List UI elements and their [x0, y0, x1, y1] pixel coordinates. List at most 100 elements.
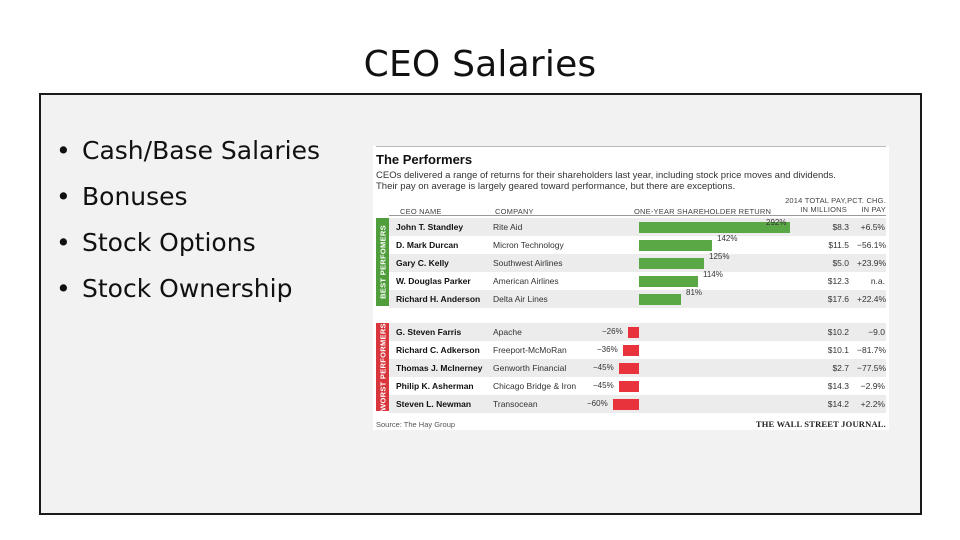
worst-performers-label: WORST PERFORMERS [378, 323, 387, 411]
company-name: American Airlines [493, 276, 559, 286]
bullet-item: • Cash/Base Salaries [56, 128, 320, 174]
return-label: 125% [709, 252, 730, 261]
pay-change: +6.5% [860, 222, 885, 232]
table-subtitle: CEOs delivered a range of returns for th… [376, 170, 876, 192]
return-bar [613, 399, 639, 410]
header-company: COMPANY [495, 207, 534, 216]
ceo-name: Philip K. Asherman [396, 381, 474, 391]
return-bar [639, 258, 704, 269]
ceo-name: Richard H. Anderson [396, 294, 481, 304]
return-label: −45% [593, 363, 614, 372]
return-label: 81% [686, 288, 703, 297]
return-bar [623, 345, 639, 356]
return-bar [619, 363, 639, 374]
return-label: 114% [703, 270, 723, 279]
return-bar [639, 276, 698, 287]
table-row: Steven L. Newman Transocean −60% $14.2 +2.2% [389, 395, 886, 413]
total-pay: $12.3 [827, 276, 849, 286]
return-bar [628, 327, 639, 338]
header-chg: PCT. CHG. IN PAY [843, 196, 886, 214]
return-label: −60% [587, 399, 608, 408]
source-note: Source: The Hay Group [376, 420, 456, 429]
company-name: Transocean [493, 399, 538, 409]
ceo-name: Gary C. Kelly [396, 258, 449, 268]
best-performers-label: BEST PERFOMERS [378, 225, 387, 299]
total-pay: $2.7 [832, 363, 849, 373]
wsj-masthead: THE WALL STREET JOURNAL. [755, 419, 886, 429]
bullet-dot: • [56, 274, 71, 303]
pay-change: +2.2% [860, 399, 885, 409]
bullet-item: • Bonuses [56, 174, 320, 220]
total-pay: $5.0 [832, 258, 849, 268]
return-label: −26% [602, 327, 623, 336]
total-pay: $10.2 [827, 327, 849, 337]
return-bar [639, 222, 790, 233]
table-title: The Performers [376, 152, 473, 167]
company-name: Apache [493, 327, 522, 337]
return-bar [639, 240, 712, 251]
pay-change: n.a. [870, 276, 885, 286]
header-pay-line: 2014 TOTAL PAY, [785, 196, 847, 205]
ceo-name: Steven L. Newman [396, 399, 472, 409]
return-label: 292% [766, 218, 787, 227]
ceo-name: W. Douglas Parker [396, 276, 471, 286]
pay-change: −77.5% [857, 363, 887, 373]
worst-performers-band: WORST PERFORMERS [376, 323, 389, 411]
company-name: Freeport-McMoRan [493, 345, 567, 355]
header-pay-line: IN MILLIONS [800, 205, 847, 214]
bullet-text: Stock Options [82, 228, 256, 257]
total-pay: $14.2 [827, 399, 849, 409]
pay-change: +23.9% [857, 258, 887, 268]
pay-change: −2.9% [860, 381, 885, 391]
ceo-name: D. Mark Durcan [396, 240, 459, 250]
performers-table: The Performers CEOs delivered a range of… [373, 146, 889, 430]
top-rule [376, 146, 886, 147]
ceo-name: Richard C. Adkerson [396, 345, 480, 355]
company-name: Chicago Bridge & Iron [493, 381, 577, 391]
subtitle-line: Their pay on average is largely geared t… [376, 181, 736, 192]
pay-change: −81.7% [857, 345, 887, 355]
company-name: Micron Technology [493, 240, 564, 250]
table-row: John T. Standley Rite Aid 292% $8.3 +6.5% [389, 218, 886, 236]
return-label: 142% [717, 234, 738, 243]
company-name: Delta Air Lines [493, 294, 548, 304]
table-row: Thomas J. McInerney Genworth Financial −45… [389, 359, 886, 377]
bullet-dot: • [56, 136, 71, 165]
bullet-list: • Cash/Base Salaries • Bonuses • Stock Opti… [56, 128, 320, 312]
total-pay: $10.1 [827, 345, 849, 355]
bullet-item: • Stock Options [56, 220, 320, 266]
header-return: ONE-YEAR SHAREHOLDER RETURN [634, 207, 772, 216]
return-label: −36% [597, 345, 618, 354]
return-label: −45% [593, 381, 614, 390]
table-row: W. Douglas Parker American Airlines 114% $1… [389, 270, 886, 290]
table-row: D. Mark Durcan Micron Technology 142% $11.5… [389, 234, 887, 254]
bullet-text: Bonuses [82, 182, 188, 211]
company-name: Genworth Financial [493, 363, 567, 373]
total-pay: $14.3 [827, 381, 849, 391]
header-pay: 2014 TOTAL PAY, IN MILLIONS [775, 196, 847, 214]
best-performers-band: BEST PERFOMERS [376, 218, 389, 306]
return-bar [639, 294, 681, 305]
pay-change: −56.1% [857, 240, 887, 250]
bullet-dot: • [56, 228, 71, 257]
subtitle-line: CEOs delivered a range of returns for th… [376, 170, 836, 181]
ceo-name: Thomas J. McInerney [396, 363, 483, 373]
bullet-item: • Stock Ownership [56, 266, 320, 312]
bullet-text: Cash/Base Salaries [82, 136, 320, 165]
pay-change: +22.4% [857, 294, 887, 304]
return-bar [619, 381, 639, 392]
table-row: Philip K. Asherman Chicago Bridge & Iron −… [389, 377, 886, 395]
company-name: Southwest Airlines [493, 258, 563, 268]
total-pay: $11.5 [828, 240, 849, 250]
company-name: Rite Aid [493, 222, 523, 232]
table-row: Gary C. Kelly Southwest Airlines 125% $5.0 +… [389, 252, 887, 272]
table-row: Richard C. Adkerson Freeport-McMoRan −36% $… [389, 341, 886, 359]
header-chg-line: IN PAY [861, 205, 886, 214]
total-pay: $17.6 [827, 294, 849, 304]
bullet-text: Stock Ownership [82, 274, 293, 303]
header-ceo-name: CEO NAME [400, 207, 442, 216]
slide-title: CEO Salaries [363, 44, 597, 85]
ceo-name: G. Steven Farris [396, 327, 462, 337]
table-row: Richard H. Anderson Delta Air Lines 81% $17… [389, 288, 887, 308]
total-pay: $8.3 [832, 222, 849, 232]
